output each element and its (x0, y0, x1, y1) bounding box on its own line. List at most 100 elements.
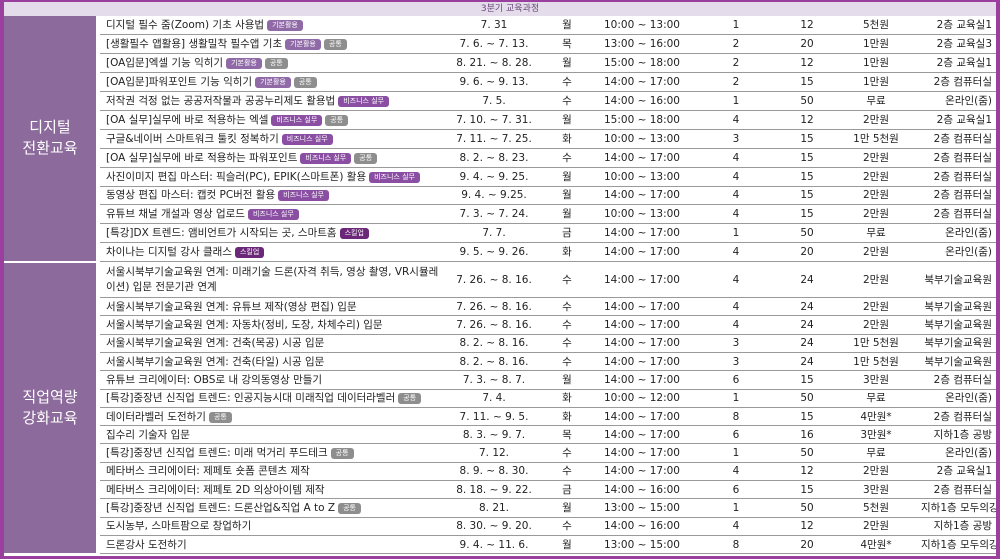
course-title: 서울시북부기술교육원 연계: 유튜브 제작(영상 편집) 입문 (106, 300, 357, 313)
sessions-cell: 1 (692, 223, 780, 244)
capacity-cell: 15 (780, 407, 834, 427)
fee-cell: 2만원 (834, 517, 918, 536)
time-cell: 14:00 ~ 16:00 (592, 517, 692, 536)
place-cell: 2층 교육실1 (918, 53, 996, 74)
course-title: 서울시북부기술교육원 연계: 건축(목공) 시공 입문 (106, 337, 325, 350)
course-row[interactable]: 직업역량 강화교육 서울시북부기술교육원 연계: 미래기술 드론(자격 취득, 영… (4, 261, 996, 555)
course-row[interactable]: [OA 실무]실무에 바로 적용하는 엑셀 비즈니스 실무 공통 7. 10. ~ 7… (4, 110, 996, 130)
capacity-cell: 15 (780, 72, 834, 93)
capacity-cell: 50 (780, 91, 834, 111)
day-cell: 수 (542, 297, 592, 317)
date-cell: 8. 2. ~ 8. 16. (446, 352, 542, 372)
fee-cell: 2만원 (834, 186, 918, 206)
course-row[interactable]: [OA 실무]실무에 바로 적용하는 파워포인트 비즈니스 실무 공통 8. 2. ~… (4, 148, 996, 168)
course-row[interactable]: 서울시북부기술교육원 연계: 건축(목공) 시공 입문 8. 2. ~ 8. 16… (4, 334, 996, 353)
course-schedule: 3분기 교육과정 디지털 전환교육 디지털 필수 줌(Zoom) 기초 사용법 기본… (4, 2, 996, 556)
sessions-cell: 4 (692, 186, 780, 206)
place-cell: 북부기술교육원 (918, 261, 996, 299)
course-title-cell: 도시농부, 스마트팜으로 창업하기 (98, 517, 446, 536)
course-row[interactable]: [특강]중장년 신직업 트렌드: 드론산업&직업 A to Z 공통 8. 21. 월… (4, 498, 996, 518)
category-badge: 비즈니스 실무 (369, 171, 420, 183)
course-row[interactable]: 차이나는 디지털 강사 클래스 스킬업 9. 5. ~ 9. 26. 화 14:00 ~… (4, 242, 996, 263)
course-title: 메타버스 크리에이터: 제페토 숏폼 콘텐츠 제작 (106, 465, 310, 478)
category-badge: 기본활용 (255, 77, 291, 89)
course-row[interactable]: [생활필수 앱활용] 생활밀착 필수앱 기초 기본활용 공통 7. 6. ~ 7. 1… (4, 34, 996, 55)
category-badge: 비즈니스 실무 (247, 209, 299, 221)
sessions-cell: 4 (692, 148, 780, 168)
fee-cell: 무료 (834, 389, 918, 408)
time-cell: 10:00 ~ 12:00 (592, 389, 692, 408)
course-row[interactable]: 도시농부, 스마트팜으로 창업하기 8. 30. ~ 9. 20. 수 14:00 ~… (4, 517, 996, 536)
course-row[interactable]: [특강]중장년 신직업 트렌드: 미래 먹거리 푸드테크 공통 7. 12. 수 14:… (4, 443, 996, 463)
date-cell: 8. 21. (446, 498, 542, 518)
sessions-cell: 4 (692, 315, 780, 335)
place-cell: 2층 교육실1 (918, 110, 996, 130)
day-cell: 월 (542, 204, 592, 225)
fee-cell: 3만원* (834, 425, 918, 445)
date-cell: 7. 26. ~ 8. 16. (446, 261, 542, 299)
time-cell: 14:00 ~ 17:00 (592, 352, 692, 372)
date-cell: 9. 4. ~ 9.25. (446, 186, 542, 206)
course-title-cell: 서울시북부기술교육원 연계: 건축(타일) 시공 입문 (98, 352, 446, 372)
capacity-cell: 16 (780, 425, 834, 445)
place-cell: 2층 교육실1 (918, 462, 996, 482)
course-title-cell: 드론강사 도전하기 (98, 535, 446, 555)
category-badge: 공통 (398, 393, 422, 405)
time-cell: 14:00 ~ 17:00 (592, 261, 692, 299)
course-row[interactable]: 사진이미지 편집 마스터: 픽슬러(PC), EPIK(스마트폰) 활용 비즈니스… (4, 167, 996, 187)
course-title: [OA입문]엑셀 기능 익히기 (106, 57, 224, 70)
sessions-cell: 4 (692, 261, 780, 299)
course-row[interactable]: 디지털 전환교육 디지털 필수 줌(Zoom) 기초 사용법 기본활용 7. 31 월 1… (4, 16, 996, 263)
course-row[interactable]: 드론강사 도전하기 9. 4. ~ 11. 6. 월 13:00 ~ 15:00 8 20… (4, 535, 996, 555)
course-title: 구글&네이버 스마트워크 툴킷 정복하기 (106, 132, 279, 145)
course-row[interactable]: [OA입문]파워포인트 기능 익히기 기본활용 공통 9. 6. ~ 9. 13. 수 1… (4, 72, 996, 93)
sessions-cell: 2 (692, 53, 780, 74)
course-title: [OA 실무]실무에 바로 적용하는 엑셀 (106, 113, 269, 126)
time-cell: 14:00 ~ 17:00 (592, 425, 692, 445)
course-row[interactable]: 유튜브 채널 개설과 영상 업로드 비즈니스 실무 7. 3. ~ 7. 24. 월 1… (4, 204, 996, 225)
date-cell: 9. 4. ~ 9. 25. (446, 167, 542, 187)
course-title-cell: [특강]중장년 신직업 트렌드: 인공지능시대 미래직업 데이터라벨러 공통 (98, 389, 446, 408)
category-badge: 공통 (264, 58, 288, 70)
day-cell: 수 (542, 72, 592, 93)
sessions-cell: 4 (692, 242, 780, 263)
category-badge: 공통 (325, 114, 349, 126)
day-cell: 수 (542, 443, 592, 463)
course-title: 동영상 편집 마스터: 캡컷 PC버전 활용 (106, 189, 276, 202)
course-row[interactable]: 구글&네이버 스마트워크 툴킷 정복하기 비즈니스 실무 7. 11. ~ 7. 2… (4, 129, 996, 149)
day-cell: 수 (542, 91, 592, 111)
sessions-cell: 2 (692, 72, 780, 93)
place-cell: 2층 컴퓨터실 (918, 167, 996, 187)
course-row[interactable]: [특강]중장년 신직업 트렌드: 인공지능시대 미래직업 데이터라벨러 공통 7. … (4, 389, 996, 408)
course-title-cell: 서울시북부기술교육원 연계: 미래기술 드론(자격 취득, 영상 촬영, VR시… (98, 261, 446, 299)
date-cell: 7. 10. ~ 7. 31. (446, 110, 542, 130)
course-row[interactable]: 메타버스 크리에이터: 제페토 숏폼 콘텐츠 제작 8. 9. ~ 8. 30. 수… (4, 462, 996, 482)
capacity-cell: 15 (780, 167, 834, 187)
course-title-cell: [OA 실무]실무에 바로 적용하는 파워포인트 비즈니스 실무 공통 (98, 148, 446, 168)
sessions-cell: 4 (692, 297, 780, 317)
course-row[interactable]: 서울시북부기술교육원 연계: 유튜브 제작(영상 편집) 입문 7. 26. ~ … (4, 297, 996, 317)
course-row[interactable]: 저작권 걱정 없는 공공저작물과 공공누리제도 활용법 비즈니스 실무 7. 5. 수… (4, 91, 996, 111)
course-row[interactable]: 데이터라벨러 도전하기 공통 7. 11. ~ 9. 5. 화 14:00 ~ 17:0… (4, 407, 996, 427)
course-row[interactable]: 동영상 편집 마스터: 캡컷 PC버전 활용 비즈니스 실무 9. 4. ~ 9.2… (4, 186, 996, 206)
fee-cell: 1만 5천원 (834, 352, 918, 372)
category-badge: 공통 (293, 77, 317, 89)
place-cell: 2층 교육실3 (918, 34, 996, 55)
course-title: [특강]중장년 신직업 트렌드: 인공지능시대 미래직업 데이터라벨러 (106, 392, 396, 405)
course-row[interactable]: 서울시북부기술교육원 연계: 자동차(정비, 도장, 차체수리) 입문 7. 26… (4, 315, 996, 335)
date-cell: 8. 2. ~ 8. 16. (446, 334, 542, 353)
course-row[interactable]: [특강]DX 트렌드: 앰비언트가 시작되는 곳, 스마트홈 스킬업 7. 7. 금 1… (4, 223, 996, 244)
course-row[interactable]: 메타버스 크리에이터: 제페토 2D 의상아이템 제작 8. 18. ~ 9. 2… (4, 480, 996, 500)
course-row[interactable]: 서울시북부기술교육원 연계: 건축(타일) 시공 입문 8. 2. ~ 8. 16… (4, 352, 996, 372)
capacity-cell: 20 (780, 242, 834, 263)
capacity-cell: 24 (780, 261, 834, 299)
category-badge: 공통 (338, 502, 361, 514)
course-row[interactable]: 집수리 기술자 입문 8. 3. ~ 9. 7. 목 14:00 ~ 17:00 6 16… (4, 425, 996, 445)
date-cell: 7. 3. ~ 8. 7. (446, 370, 542, 390)
course-row[interactable]: [OA입문]엑셀 기능 익히기 기본활용 공통 8. 21. ~ 8. 28. 월 15:… (4, 53, 996, 74)
course-title-cell: [OA 실무]실무에 바로 적용하는 엑셀 비즈니스 실무 공통 (98, 110, 446, 130)
course-row[interactable]: 유튜브 크리에이터: OBS로 내 강의동영상 만들기 7. 3. ~ 8. 7.… (4, 370, 996, 390)
capacity-cell: 50 (780, 389, 834, 408)
course-title: 서울시북부기술교육원 연계: 미래기술 드론(자격 취득, 영상 촬영, VR시… (106, 265, 439, 293)
date-cell: 7. 12. (446, 443, 542, 463)
